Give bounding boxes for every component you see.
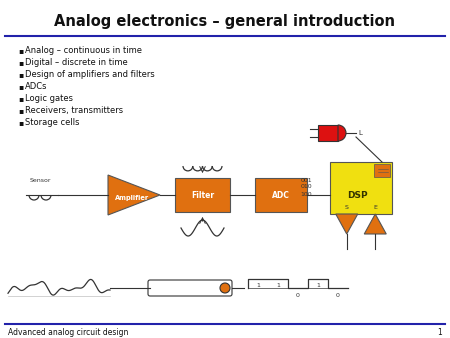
Text: Amplifier: Amplifier [115, 195, 149, 201]
Text: Design of amplifiers and filters: Design of amplifiers and filters [25, 70, 155, 79]
Polygon shape [336, 214, 358, 234]
Text: S: S [345, 205, 349, 210]
Polygon shape [108, 175, 160, 215]
Wedge shape [338, 125, 346, 141]
Text: E: E [374, 205, 377, 210]
Text: Analog – continuous in time: Analog – continuous in time [25, 46, 142, 55]
Text: 1: 1 [256, 283, 260, 288]
Text: ▪: ▪ [18, 106, 23, 115]
Text: Digital – discrete in time: Digital – discrete in time [25, 58, 128, 67]
Text: Advanced analog circuit design: Advanced analog circuit design [8, 328, 128, 337]
FancyBboxPatch shape [255, 178, 307, 212]
Text: Filter: Filter [191, 191, 214, 199]
Text: ▪: ▪ [18, 58, 23, 67]
Text: ▪: ▪ [18, 70, 23, 79]
Text: Analog electronics – general introduction: Analog electronics – general introductio… [54, 14, 396, 29]
Text: 0: 0 [296, 293, 300, 298]
Text: Storage cells: Storage cells [25, 118, 80, 127]
FancyBboxPatch shape [148, 280, 232, 296]
Text: 001
010
100: 001 010 100 [301, 177, 312, 196]
Text: 1: 1 [437, 328, 442, 337]
Text: ▪: ▪ [18, 46, 23, 55]
Text: 0: 0 [336, 293, 340, 298]
Text: Logic gates: Logic gates [25, 94, 73, 103]
FancyBboxPatch shape [330, 162, 392, 214]
Text: ▪: ▪ [18, 94, 23, 103]
FancyBboxPatch shape [175, 178, 230, 212]
FancyBboxPatch shape [374, 164, 390, 177]
FancyBboxPatch shape [318, 125, 338, 141]
Text: Sensor: Sensor [29, 178, 51, 183]
Text: L: L [358, 130, 362, 136]
Text: ▪: ▪ [18, 118, 23, 127]
Ellipse shape [220, 283, 230, 293]
Text: 1: 1 [316, 283, 320, 288]
Text: ADC: ADC [272, 191, 290, 199]
Text: 1: 1 [276, 283, 280, 288]
Text: DSP: DSP [346, 191, 367, 200]
Text: Receivers, transmitters: Receivers, transmitters [25, 106, 123, 115]
Polygon shape [364, 214, 386, 234]
Text: ▪: ▪ [18, 82, 23, 91]
Text: ADCs: ADCs [25, 82, 48, 91]
